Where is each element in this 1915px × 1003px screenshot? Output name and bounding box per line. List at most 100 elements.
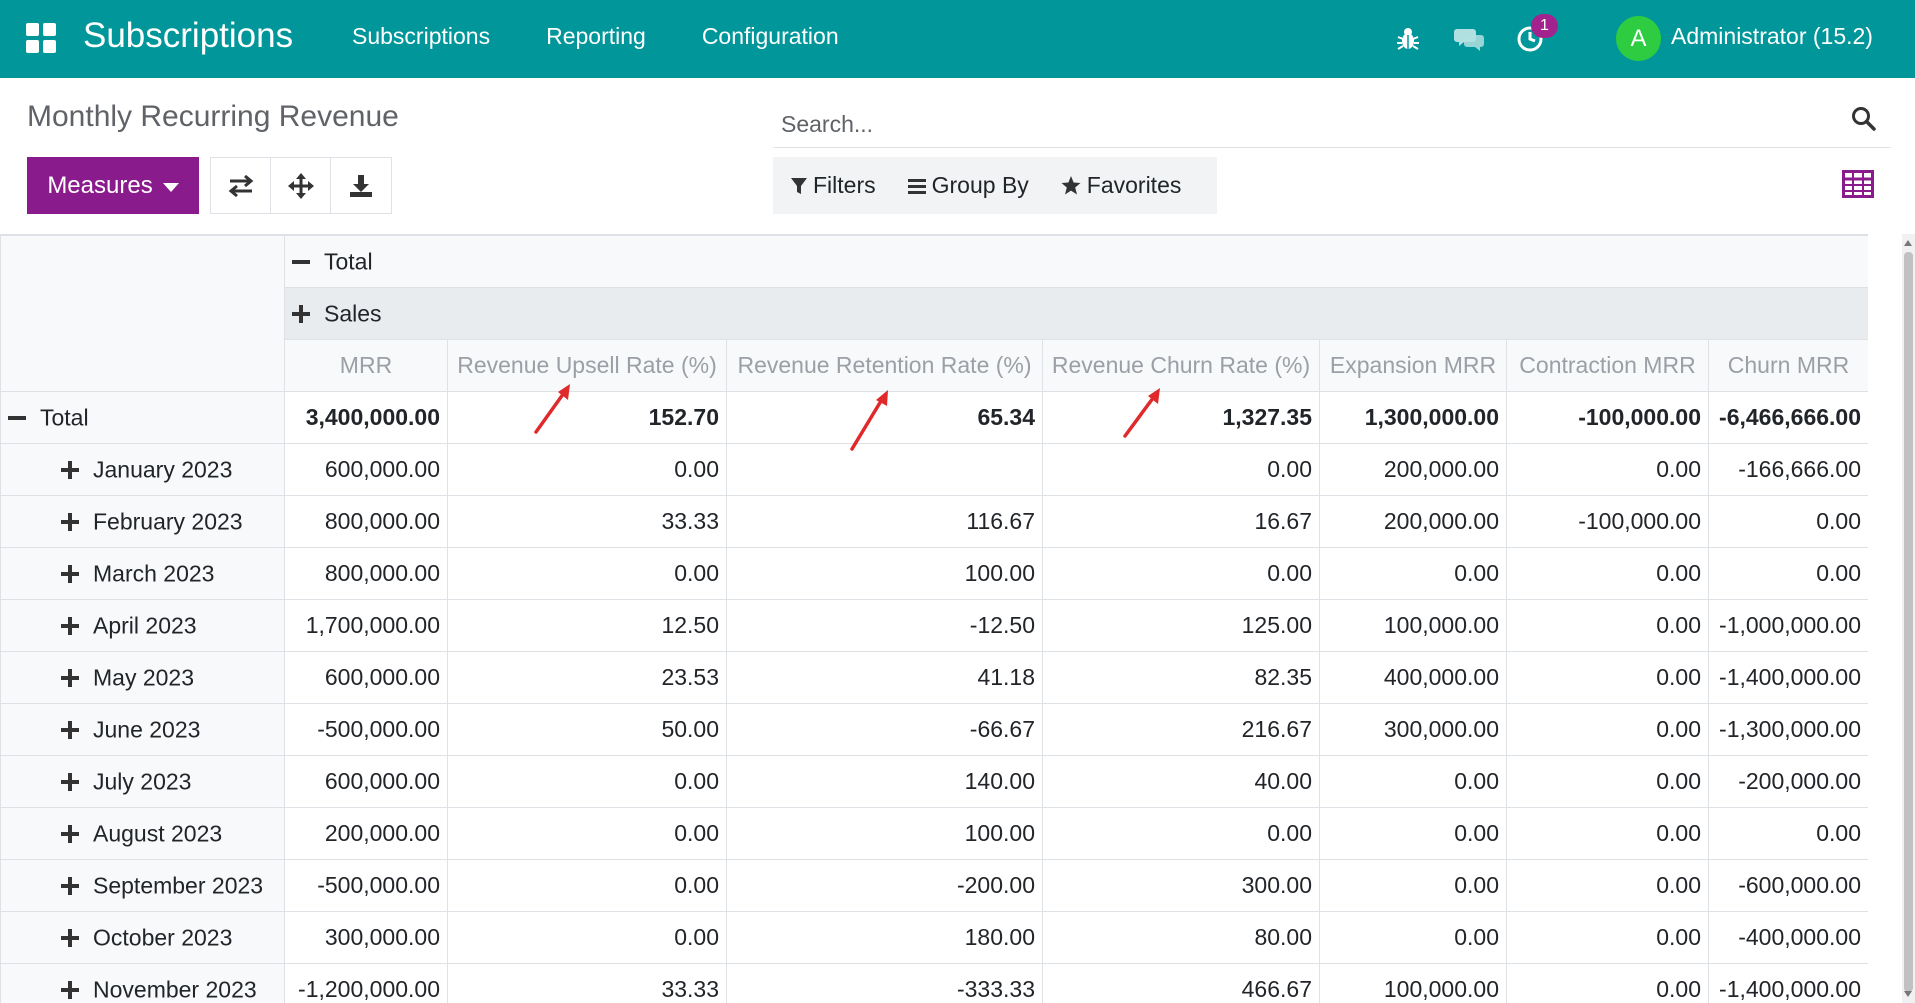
pivot-cell[interactable]: -1,200,000.00: [284, 963, 448, 1003]
row-header[interactable]: November 2023: [0, 963, 285, 1003]
search-icon[interactable]: [1851, 106, 1877, 137]
favorites-dropdown[interactable]: Favorites: [1061, 172, 1181, 199]
pivot-cell[interactable]: 0.00: [447, 911, 727, 964]
row-header[interactable]: May 2023: [0, 651, 285, 704]
pivot-cell[interactable]: 0.00: [1506, 911, 1709, 964]
app-brand[interactable]: Subscriptions: [83, 16, 294, 55]
pivot-cell[interactable]: 40.00: [1042, 755, 1320, 808]
pivot-cell[interactable]: 200,000.00: [284, 807, 448, 860]
pivot-cell[interactable]: 0.00: [1506, 807, 1709, 860]
pivot-cell[interactable]: 100.00: [726, 547, 1043, 600]
pivot-cell[interactable]: 0.00: [1319, 755, 1507, 808]
pivot-cell[interactable]: 100.00: [726, 807, 1043, 860]
pivot-cell[interactable]: 80.00: [1042, 911, 1320, 964]
pivot-cell[interactable]: 0.00: [447, 755, 727, 808]
pivot-cell[interactable]: 100,000.00: [1319, 963, 1507, 1003]
activity-clock-icon[interactable]: [1516, 0, 1544, 78]
pivot-cell[interactable]: 23.53: [447, 651, 727, 704]
pivot-cell[interactable]: 65.34: [726, 391, 1043, 444]
pivot-cell[interactable]: -600,000.00: [1708, 859, 1868, 912]
pivot-cell[interactable]: 152.70: [447, 391, 727, 444]
pivot-cell[interactable]: 41.18: [726, 651, 1043, 704]
pivot-cell[interactable]: 180.00: [726, 911, 1043, 964]
pivot-cell[interactable]: 600,000.00: [284, 443, 448, 496]
pivot-cell[interactable]: 800,000.00: [284, 547, 448, 600]
row-header[interactable]: April 2023: [0, 599, 285, 652]
flip-axis-button[interactable]: [211, 158, 271, 213]
menu-item-subscriptions[interactable]: Subscriptions: [352, 23, 491, 49]
pivot-cell[interactable]: 0.00: [1506, 651, 1709, 704]
pivot-cell[interactable]: 100,000.00: [1319, 599, 1507, 652]
group-by-dropdown[interactable]: Group By: [907, 172, 1029, 199]
measure-header[interactable]: Revenue Upsell Rate (%): [447, 339, 727, 392]
pivot-cell[interactable]: 0.00: [1042, 807, 1320, 860]
pivot-cell[interactable]: -400,000.00: [1708, 911, 1868, 964]
pivot-cell[interactable]: 300.00: [1042, 859, 1320, 912]
pivot-cell[interactable]: 800,000.00: [284, 495, 448, 548]
pivot-cell[interactable]: -12.50: [726, 599, 1043, 652]
pivot-cell[interactable]: 0.00: [1708, 547, 1868, 600]
pivot-cell[interactable]: 140.00: [726, 755, 1043, 808]
pivot-cell[interactable]: 116.67: [726, 495, 1043, 548]
pivot-cell[interactable]: 82.35: [1042, 651, 1320, 704]
measure-header[interactable]: Churn MRR: [1708, 339, 1868, 392]
pivot-cell[interactable]: -1,000,000.00: [1708, 599, 1868, 652]
vertical-scrollbar[interactable]: [1902, 234, 1915, 1003]
pivot-cell[interactable]: 0.00: [1319, 807, 1507, 860]
pivot-cell[interactable]: 0.00: [447, 859, 727, 912]
user-menu[interactable]: Administrator (15.2): [1671, 23, 1873, 49]
pivot-cell[interactable]: 50.00: [447, 703, 727, 756]
pivot-view-table-icon[interactable]: [1842, 170, 1874, 203]
row-header[interactable]: February 2023: [0, 495, 285, 548]
pivot-cell[interactable]: 0.00: [1506, 599, 1709, 652]
user-avatar[interactable]: A: [1616, 16, 1661, 61]
row-header[interactable]: August 2023: [0, 807, 285, 860]
row-header[interactable]: October 2023: [0, 911, 285, 964]
pivot-cell[interactable]: 33.33: [447, 495, 727, 548]
pivot-cell[interactable]: 466.67: [1042, 963, 1320, 1003]
row-header[interactable]: January 2023: [0, 443, 285, 496]
pivot-cell[interactable]: 0.00: [1708, 807, 1868, 860]
pivot-cell[interactable]: 1,300,000.00: [1319, 391, 1507, 444]
measure-header[interactable]: Revenue Churn Rate (%): [1042, 339, 1320, 392]
filters-dropdown[interactable]: Filters: [791, 172, 876, 199]
pivot-cell[interactable]: -66.67: [726, 703, 1043, 756]
pivot-cell[interactable]: 0.00: [1506, 859, 1709, 912]
search-input[interactable]: [781, 108, 1781, 140]
menu-item-configuration[interactable]: Configuration: [701, 23, 839, 49]
pivot-cell[interactable]: -100,000.00: [1506, 391, 1709, 444]
pivot-cell[interactable]: 0.00: [1506, 703, 1709, 756]
expand-all-button[interactable]: [271, 158, 331, 213]
pivot-cell[interactable]: -200,000.00: [1708, 755, 1868, 808]
debug-bug-icon[interactable]: [1396, 0, 1420, 78]
row-header-total[interactable]: Total: [0, 391, 285, 444]
scroll-down-icon[interactable]: [1904, 991, 1912, 997]
measure-header[interactable]: Contraction MRR: [1506, 339, 1709, 392]
pivot-cell[interactable]: 0.00: [1506, 443, 1709, 496]
measure-header[interactable]: MRR: [284, 339, 448, 392]
scroll-up-icon[interactable]: [1904, 240, 1912, 246]
measure-header[interactable]: Revenue Retention Rate (%): [726, 339, 1043, 392]
row-header[interactable]: March 2023: [0, 547, 285, 600]
pivot-cell[interactable]: 0.00: [1319, 547, 1507, 600]
col-header-sales[interactable]: Sales: [284, 287, 1868, 340]
pivot-cell[interactable]: 16.67: [1042, 495, 1320, 548]
pivot-cell[interactable]: 200,000.00: [1319, 443, 1507, 496]
pivot-cell[interactable]: 0.00: [1506, 755, 1709, 808]
messaging-chat-icon[interactable]: [1454, 0, 1486, 78]
pivot-cell[interactable]: 0.00: [1319, 911, 1507, 964]
pivot-cell[interactable]: 3,400,000.00: [284, 391, 448, 444]
pivot-cell[interactable]: 12.50: [447, 599, 727, 652]
scrollbar-thumb[interactable]: [1904, 252, 1913, 992]
row-header[interactable]: June 2023: [0, 703, 285, 756]
pivot-cell[interactable]: 600,000.00: [284, 755, 448, 808]
pivot-cell[interactable]: -100,000.00: [1506, 495, 1709, 548]
pivot-cell[interactable]: -500,000.00: [284, 859, 448, 912]
pivot-cell[interactable]: -166,666.00: [1708, 443, 1868, 496]
pivot-cell[interactable]: -200.00: [726, 859, 1043, 912]
measure-header[interactable]: Expansion MRR: [1319, 339, 1507, 392]
pivot-cell[interactable]: 300,000.00: [284, 911, 448, 964]
pivot-cell[interactable]: -333.33: [726, 963, 1043, 1003]
measures-dropdown-button[interactable]: Measures: [27, 157, 199, 214]
pivot-cell[interactable]: 0.00: [1506, 963, 1709, 1003]
